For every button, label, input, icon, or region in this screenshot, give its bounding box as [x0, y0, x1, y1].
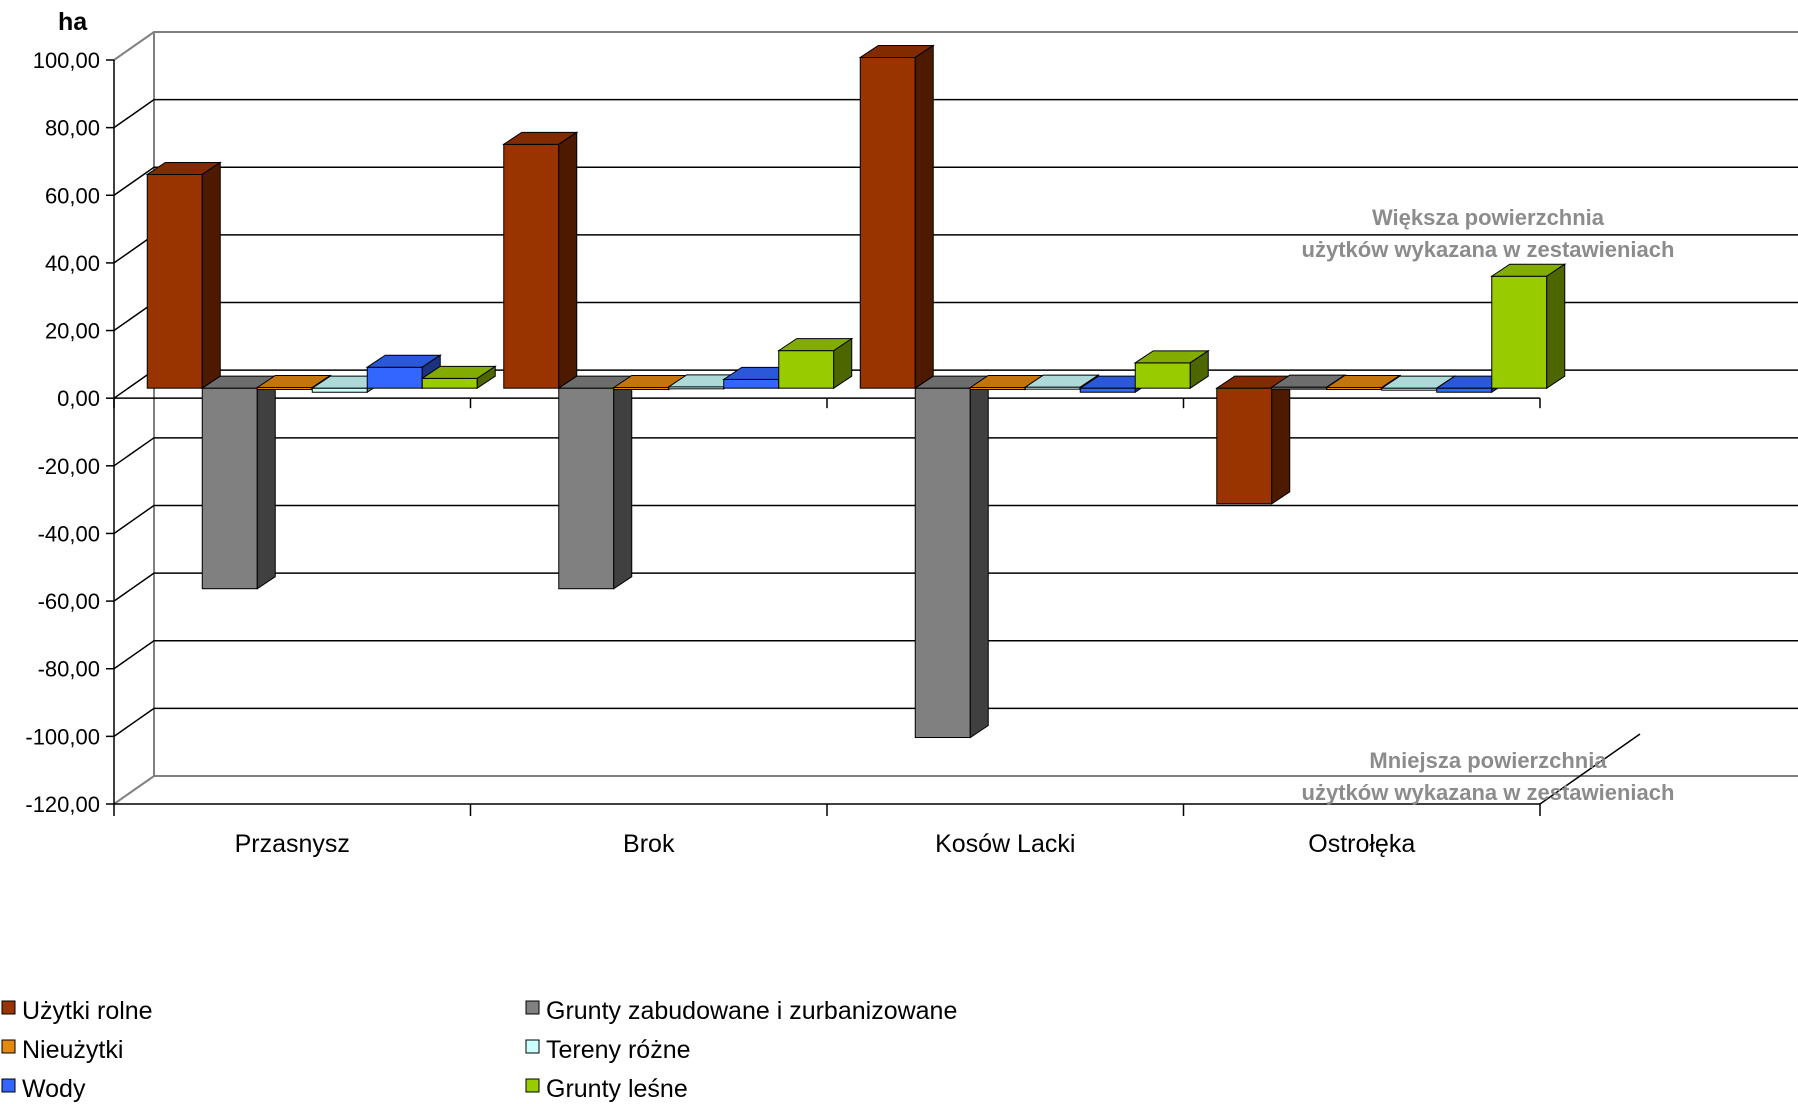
legend-item: Nieużytki — [1, 1036, 123, 1064]
bar-side — [476, 365, 496, 390]
bar-front — [421, 377, 478, 389]
gridline — [113, 572, 1798, 602]
floor-right-edge — [1539, 733, 1641, 805]
y-tick-label: -100,00 — [25, 724, 100, 749]
bar-u-ytki-rolne-3 — [1215, 375, 1292, 505]
bar-side — [1546, 263, 1566, 390]
bar-front — [201, 387, 258, 590]
y-tick-label: 100,00 — [33, 48, 100, 73]
annotation-upper: Większa powierzchnia — [1372, 205, 1605, 230]
bar-side — [558, 131, 578, 390]
bar-side — [969, 375, 989, 739]
y-unit-label: ha — [58, 8, 88, 36]
bar-grunty-le-ne-2 — [1133, 349, 1210, 390]
bar-grunty-le-ne-1 — [777, 337, 854, 390]
gridline — [113, 639, 1798, 670]
bar-front — [558, 387, 615, 590]
category-label: Brok — [623, 830, 675, 858]
gridline — [113, 707, 1798, 737]
bar-grunty-le-ne-0 — [420, 365, 497, 390]
bar-front — [914, 387, 971, 739]
annotation-lower: użytków wykazana w zestawieniach — [1302, 780, 1675, 805]
legend-item: Wody — [1, 1075, 86, 1103]
y-tick-label: 0,00 — [57, 386, 100, 411]
category-label: Ostrołęka — [1308, 830, 1415, 858]
bar-side — [201, 161, 221, 390]
bar-u-ytki-rolne-2 — [858, 44, 935, 390]
bar-front — [1134, 362, 1191, 389]
bar-front — [778, 350, 835, 389]
y-tick-label: -40,00 — [38, 521, 100, 546]
bar-side — [613, 375, 633, 590]
bar-grunty-le-ne-3 — [1490, 263, 1567, 390]
bar-grunty-zabudowane-i-zurbanizowane-2 — [913, 375, 990, 739]
y-tick-label: 40,00 — [45, 251, 100, 276]
bar-side — [1271, 375, 1291, 505]
bars — [145, 44, 1567, 739]
legend-label: Grunty zabudowane i zurbanizowane — [546, 997, 957, 1025]
legend-label: Grunty leśne — [546, 1075, 688, 1103]
y-tick-label: 20,00 — [45, 319, 100, 344]
legend-label: Nieużytki — [22, 1036, 123, 1064]
bar-front — [311, 387, 368, 393]
plot-walls — [113, 31, 1798, 805]
y-tick-label: 60,00 — [45, 183, 100, 208]
gridline — [113, 98, 1798, 129]
bar-front — [1436, 387, 1493, 393]
legend-swatch — [525, 1078, 540, 1093]
annotation-lower: Mniejsza powierzchnia — [1369, 748, 1607, 773]
gridline — [113, 504, 1798, 535]
bar-side — [256, 375, 276, 590]
bar-u-ytki-rolne-1 — [502, 131, 579, 390]
x-axis — [113, 397, 1541, 816]
bar-front — [1216, 387, 1273, 505]
gridlines — [113, 98, 1798, 737]
category-label: Przasnysz — [235, 830, 350, 858]
bar-front — [1079, 387, 1136, 393]
y-tick-label: -120,00 — [25, 792, 100, 817]
bar-side — [833, 337, 853, 390]
bar-wody-0 — [365, 354, 442, 390]
legend-swatch — [525, 1000, 540, 1015]
back-wall-top — [113, 31, 1798, 61]
legend-swatch — [1, 1039, 16, 1054]
bar-front — [503, 143, 560, 389]
bar-grunty-zabudowane-i-zurbanizowane-1 — [557, 375, 634, 590]
legend-item: Tereny różne — [525, 1036, 691, 1064]
labels: 100,00 80,00 60,00 40,00 20,00 0,00 -20,00 -40,… — [25, 8, 1674, 858]
bar-u-ytki-rolne-0 — [145, 161, 222, 390]
y-axis — [106, 59, 115, 805]
legend-swatch — [525, 1039, 540, 1054]
bar-front — [723, 378, 780, 389]
bar-front — [366, 366, 423, 389]
legend-item: Grunty leśne — [525, 1075, 688, 1103]
bar-grunty-zabudowane-i-zurbanizowane-0 — [200, 375, 277, 590]
legend-label: Wody — [22, 1075, 86, 1103]
legend: Użytki rolne Grunty zabudowane i zurbaniz… — [1, 997, 957, 1103]
legend-item: Grunty zabudowane i zurbanizowane — [525, 997, 957, 1025]
bar-front — [1491, 275, 1548, 389]
y-tick-label: -80,00 — [38, 657, 100, 682]
legend-label: Tereny różne — [546, 1036, 691, 1064]
category-label: Kosów Lacki — [935, 830, 1075, 858]
floor-back-edge — [113, 775, 1798, 805]
bar-side — [1189, 349, 1209, 390]
legend-swatch — [1, 1078, 16, 1093]
y-tick-label: -60,00 — [38, 589, 100, 614]
y-tick-label: -20,00 — [38, 454, 100, 479]
y-tick-label: 80,00 — [45, 116, 100, 141]
bar-front — [859, 56, 916, 389]
annotation-upper: użytków wykazana w zestawieniach — [1302, 237, 1675, 262]
legend-swatch — [1, 1000, 16, 1015]
bar-front — [146, 173, 203, 389]
bar-side — [914, 44, 934, 390]
legend-item: Użytki rolne — [1, 997, 153, 1025]
gridline — [113, 166, 1798, 196]
legend-label: Użytki rolne — [22, 997, 153, 1025]
